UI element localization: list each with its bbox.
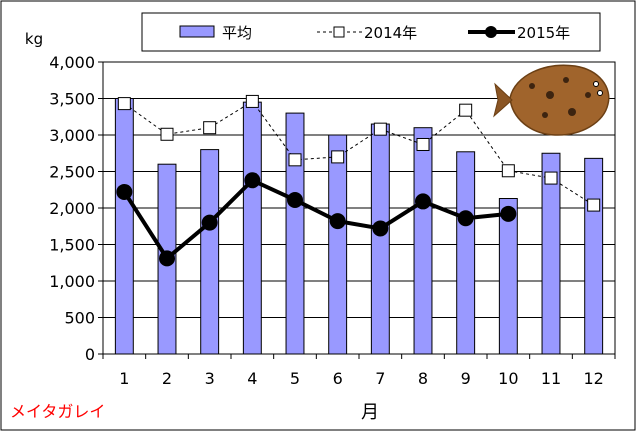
- marker-2014: [544, 171, 558, 185]
- y-axis-ticks: 0 500 1,000 1,500 2,000 2,500 3,000 3,500 4,000: [49, 53, 103, 364]
- y-tick-label: 3,500: [49, 90, 95, 109]
- marker-2014: [117, 97, 131, 111]
- y-tick-label: 2,500: [49, 163, 95, 182]
- x-tick-label: 8: [418, 369, 428, 388]
- y-tick-label: 1,500: [49, 236, 95, 255]
- flounder-eye: [597, 90, 603, 96]
- gridlines: [103, 98, 615, 318]
- x-tick-label: 9: [461, 369, 471, 388]
- bar-average: [456, 151, 476, 355]
- marker-2014: [459, 103, 473, 117]
- marker-2015: [201, 214, 218, 231]
- flounder-body: [509, 64, 610, 136]
- flounder-spot: [542, 112, 548, 118]
- marker-2015: [415, 193, 431, 210]
- marker-2015: [159, 250, 175, 267]
- series-line-2015: [122, 178, 509, 261]
- x-tick-label: 7: [375, 369, 385, 388]
- marker-2015: [372, 220, 389, 237]
- x-tick-label: 5: [290, 369, 300, 388]
- y-tick-label: 3,000: [49, 126, 95, 145]
- marker-2015: [329, 213, 346, 230]
- legend-label-average: 平均: [222, 24, 252, 42]
- marker-2015: [457, 210, 474, 227]
- marker-2015: [244, 172, 261, 189]
- bar-average: [200, 149, 220, 355]
- marker-2014: [501, 164, 515, 178]
- marker-2015: [287, 191, 303, 208]
- legend-swatch-average: [179, 25, 215, 38]
- flounder-tail: [493, 82, 513, 118]
- x-tick-label: 12: [583, 369, 603, 388]
- flounder-spot: [585, 92, 591, 98]
- marker-2014: [203, 121, 217, 135]
- y-tick-label: 4,000: [49, 53, 95, 72]
- bar-average: [370, 123, 390, 355]
- flounder-eye: [593, 81, 599, 87]
- species-annotation: メイタガレイ: [10, 402, 105, 421]
- x-tick-label: 4: [247, 369, 257, 388]
- flounder-spot: [563, 77, 569, 83]
- bar-average: [328, 134, 348, 355]
- series-line-2014: [124, 100, 594, 206]
- x-tick-label: 2: [162, 369, 172, 388]
- legend-box: [141, 12, 601, 52]
- bar-average: [584, 157, 604, 355]
- x-tick-label: 10: [498, 369, 518, 388]
- bar-average: [242, 101, 262, 355]
- legend-label-2014: 2014年: [364, 24, 417, 42]
- x-tick-label: 3: [205, 369, 215, 388]
- marker-2014: [288, 153, 302, 167]
- y-tick-label: 1,000: [49, 272, 95, 291]
- y-tick-label: 0: [85, 345, 95, 364]
- y-tick-label: 500: [64, 309, 95, 328]
- y-axis-label: kg: [25, 30, 43, 48]
- marker-2014: [416, 137, 430, 151]
- flounder-spot: [568, 108, 576, 116]
- x-axis-ticks: 1 2 3 4 5 6 7 8 9 10 11 12: [102, 354, 616, 388]
- flounder-fish-illustration: [493, 64, 610, 136]
- legend-marker-2014: [333, 26, 345, 38]
- x-tick-label: 6: [333, 369, 343, 388]
- bar-average: [413, 127, 433, 355]
- marker-2014: [331, 150, 345, 164]
- x-axis-label: 月: [361, 402, 379, 423]
- x-tick-label: 11: [541, 369, 561, 388]
- legend-label-2015: 2015年: [517, 24, 570, 42]
- legend-marker-2015: [485, 26, 497, 38]
- lines-group: [116, 94, 601, 267]
- flounder-spot: [546, 91, 554, 99]
- legend: 平均 2014年 2015年: [141, 12, 601, 52]
- marker-2014: [587, 198, 601, 212]
- y-tick-label: 2,000: [49, 199, 95, 218]
- marker-2014: [245, 94, 259, 108]
- marker-2014: [373, 122, 387, 136]
- marker-2014: [160, 127, 174, 141]
- bar-average: [285, 112, 305, 355]
- x-tick-label: 1: [119, 369, 129, 388]
- marker-2015: [500, 205, 517, 222]
- flounder-spot: [529, 83, 535, 89]
- bar-average: [114, 98, 134, 355]
- marker-2015: [116, 183, 133, 200]
